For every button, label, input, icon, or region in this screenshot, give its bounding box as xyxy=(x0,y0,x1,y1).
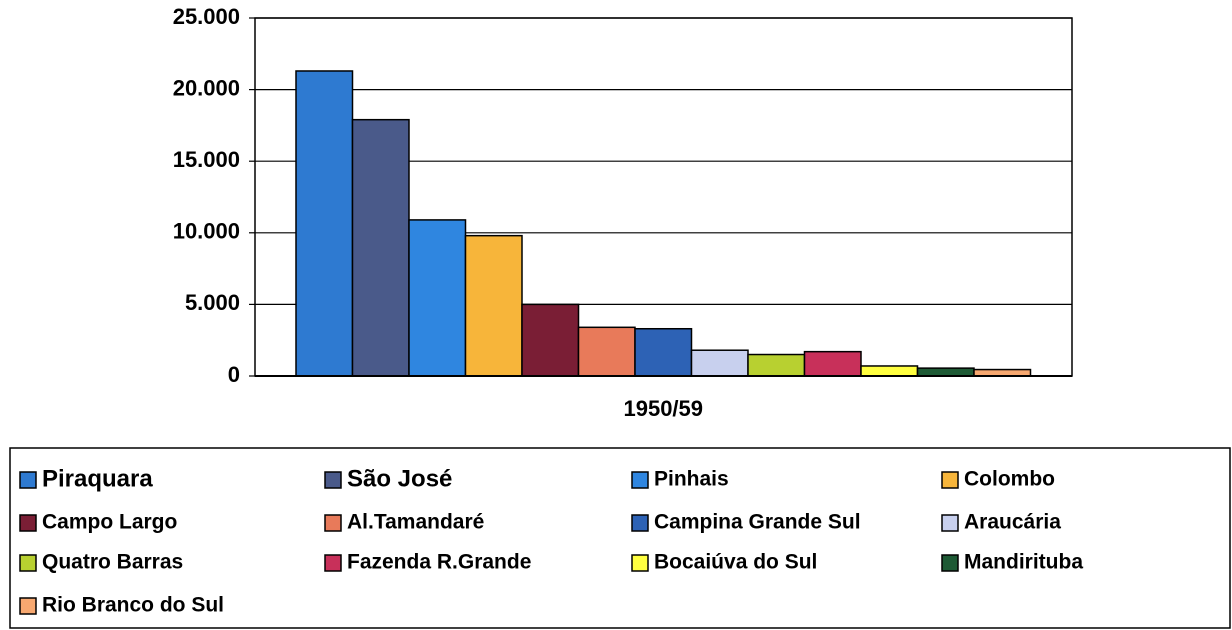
bar xyxy=(521,303,580,377)
y-tick-label: 5.000 xyxy=(185,290,240,315)
y-tick-label: 10.000 xyxy=(173,219,240,244)
legend-label: Campo Largo xyxy=(42,511,177,534)
legend-swatch xyxy=(631,471,649,489)
bar xyxy=(803,350,862,377)
legend-swatch xyxy=(19,514,37,532)
legend-swatch xyxy=(324,471,342,489)
legend-box xyxy=(9,447,1231,629)
y-tick-label: 0 xyxy=(228,362,240,387)
y-tick-label: 25.000 xyxy=(173,4,240,29)
legend-label: Al.Tamandaré xyxy=(347,511,484,534)
y-tick-label: 20.000 xyxy=(173,75,240,100)
legend-label: Quatro Barras xyxy=(42,551,183,574)
legend-label: Campina Grande Sul xyxy=(654,511,861,534)
bar xyxy=(860,365,919,377)
legend-label: Araucária xyxy=(964,511,1061,534)
legend-swatch xyxy=(19,471,37,489)
bar xyxy=(634,327,693,377)
bar xyxy=(916,367,975,377)
y-tick-label: 15.000 xyxy=(173,147,240,172)
bar xyxy=(690,349,749,377)
bar xyxy=(295,70,354,377)
x-tick-label: 1950/59 xyxy=(623,396,703,421)
bar xyxy=(747,353,806,377)
legend-label: São José xyxy=(347,465,452,492)
legend-label: Fazenda R.Grande xyxy=(347,551,531,574)
bar xyxy=(577,326,636,377)
legend-label: Pinhais xyxy=(654,468,729,491)
bar xyxy=(408,219,467,377)
legend-label: Bocaiúva do Sul xyxy=(654,551,817,574)
legend-swatch xyxy=(941,554,959,572)
legend-swatch xyxy=(631,554,649,572)
legend-swatch xyxy=(19,597,37,615)
bar xyxy=(351,118,410,377)
legend-swatch xyxy=(324,514,342,532)
legend-swatch xyxy=(324,554,342,572)
legend-label: Piraquara xyxy=(42,465,153,492)
bar xyxy=(464,234,523,377)
legend-label: Rio Branco do Sul xyxy=(42,594,224,617)
legend-label: Mandirituba xyxy=(964,551,1083,574)
legend-label: Colombo xyxy=(964,468,1055,491)
legend-swatch xyxy=(941,514,959,532)
legend-swatch xyxy=(19,554,37,572)
legend-swatch xyxy=(941,471,959,489)
legend-swatch xyxy=(631,514,649,532)
